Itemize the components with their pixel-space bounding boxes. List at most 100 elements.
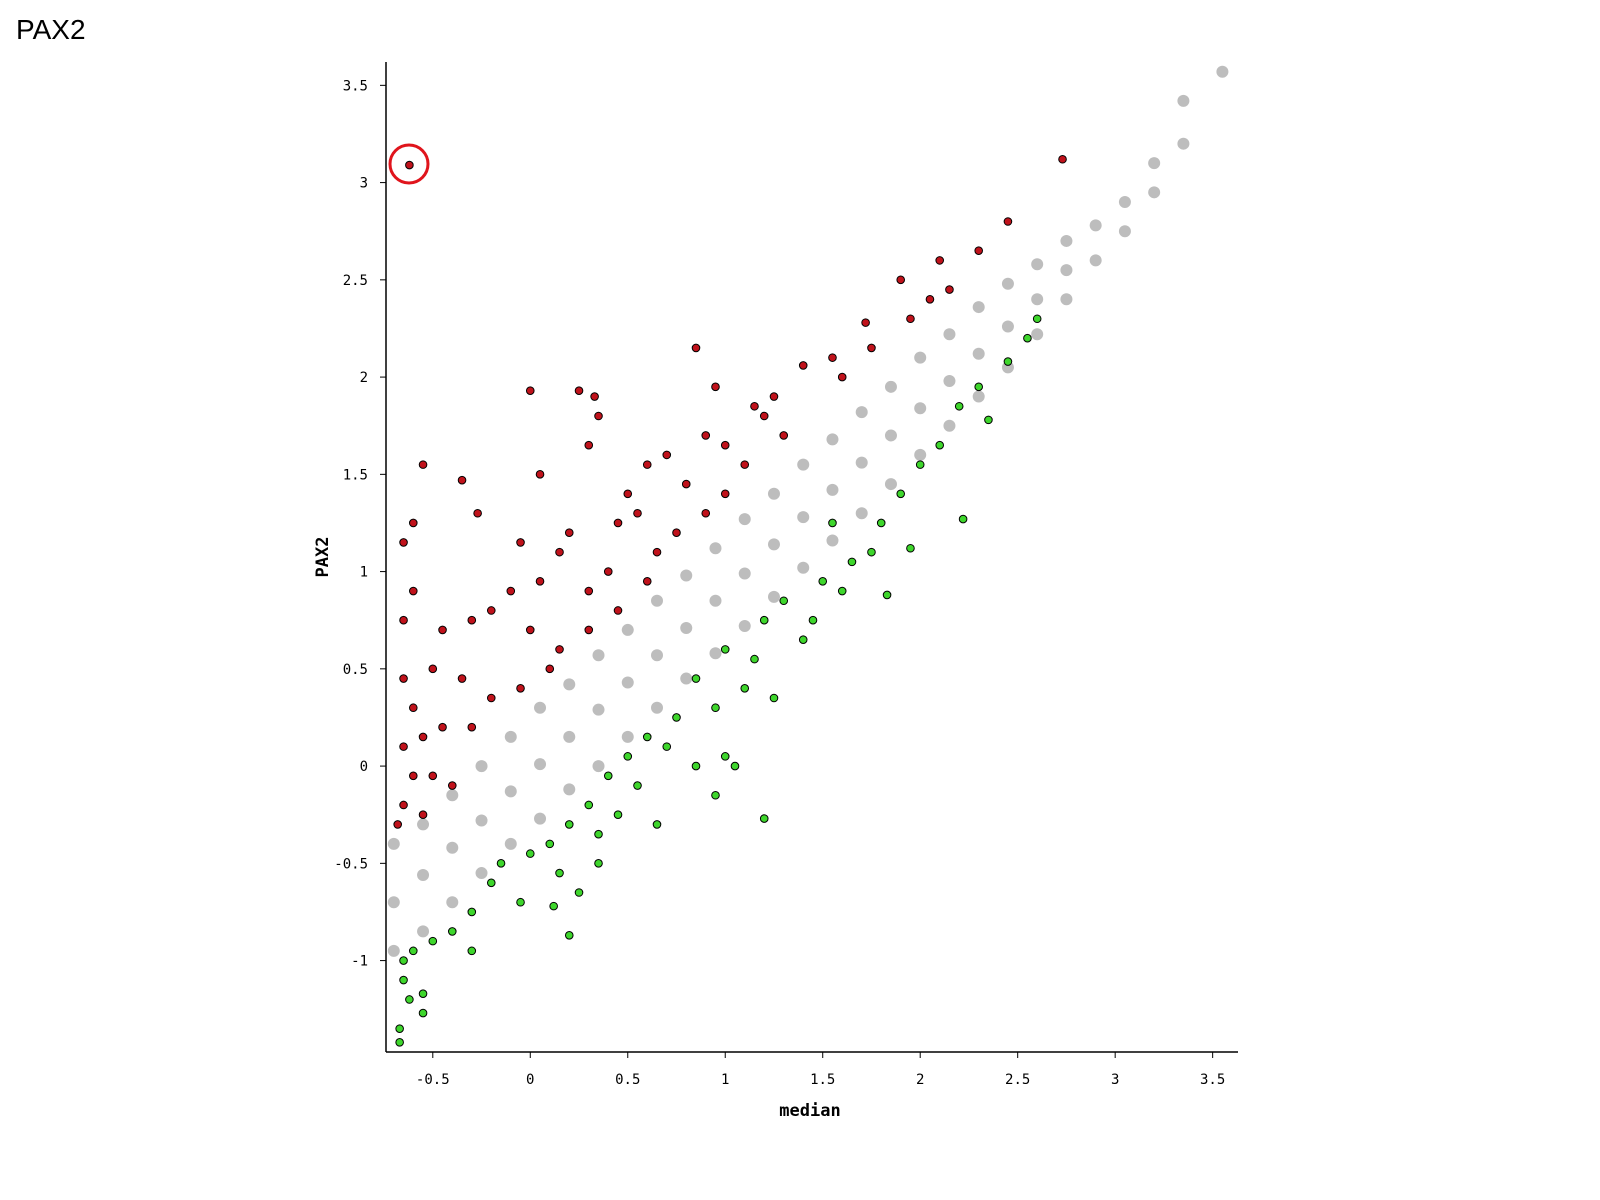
point	[769, 693, 779, 703]
point	[876, 518, 886, 528]
point	[594, 829, 603, 839]
y-tick-label: 0.5	[343, 662, 368, 678]
x-tick-label: 3.5	[1200, 1072, 1225, 1088]
x-tick-label: 0.5	[615, 1072, 640, 1088]
point	[504, 785, 517, 798]
point	[1031, 258, 1044, 271]
point	[457, 674, 467, 683]
y-axis-label: PAX2	[313, 537, 333, 578]
point	[428, 664, 438, 674]
point	[399, 800, 408, 810]
point	[759, 615, 769, 625]
point	[972, 301, 985, 314]
point	[594, 859, 603, 868]
point	[467, 615, 477, 625]
point	[387, 837, 400, 850]
point	[590, 392, 599, 401]
point	[709, 647, 722, 660]
point	[867, 547, 876, 557]
point	[504, 837, 517, 850]
point	[564, 820, 574, 829]
point	[408, 703, 418, 713]
x-tick-label: 1.5	[810, 1072, 835, 1088]
point	[861, 318, 870, 327]
point	[828, 353, 837, 362]
point	[855, 406, 868, 419]
point	[797, 561, 810, 574]
point	[395, 1037, 404, 1047]
point	[395, 1024, 404, 1033]
point	[417, 925, 430, 938]
point	[555, 547, 564, 557]
point	[393, 820, 402, 829]
point	[720, 489, 730, 499]
point	[914, 351, 927, 364]
x-tick-label: 2	[916, 1072, 924, 1088]
point	[925, 294, 935, 304]
point	[680, 569, 693, 582]
point	[797, 458, 810, 471]
point	[428, 936, 438, 946]
point	[906, 314, 915, 324]
point	[837, 586, 847, 596]
point	[584, 586, 594, 596]
point	[525, 386, 535, 396]
point	[574, 888, 584, 897]
point	[651, 701, 664, 714]
point	[564, 528, 574, 537]
point	[972, 390, 985, 403]
point	[798, 361, 808, 370]
point	[418, 732, 428, 742]
point	[769, 392, 779, 401]
point	[672, 713, 681, 722]
point	[545, 664, 555, 674]
point	[701, 508, 711, 518]
point	[457, 475, 467, 485]
point	[662, 742, 672, 751]
point	[672, 528, 681, 537]
point	[534, 701, 547, 714]
point	[818, 577, 828, 586]
point	[584, 625, 594, 635]
point	[594, 411, 603, 421]
point	[535, 577, 545, 586]
point	[467, 946, 477, 956]
point	[633, 781, 642, 790]
point	[915, 460, 925, 469]
point	[738, 620, 751, 633]
point	[958, 514, 968, 524]
point	[1118, 225, 1131, 238]
point	[592, 703, 605, 716]
point	[584, 440, 594, 450]
point	[974, 382, 983, 392]
plot-area	[387, 65, 1229, 1047]
point	[779, 596, 789, 606]
point	[711, 382, 720, 392]
point	[896, 489, 906, 499]
point	[1023, 333, 1032, 343]
point	[1031, 293, 1044, 306]
point	[417, 818, 430, 831]
point	[642, 460, 652, 469]
point	[709, 542, 722, 555]
point	[486, 693, 496, 703]
point	[399, 742, 408, 751]
point	[826, 534, 839, 547]
point	[405, 160, 414, 170]
point	[564, 931, 574, 940]
point	[767, 487, 780, 500]
point	[584, 800, 594, 810]
point	[525, 849, 535, 858]
x-tick-label: 3	[1111, 1072, 1119, 1088]
point	[418, 1008, 428, 1018]
point	[417, 869, 430, 882]
point	[405, 995, 414, 1004]
point	[516, 683, 525, 693]
point	[506, 586, 516, 596]
point	[446, 896, 459, 909]
point	[884, 478, 897, 491]
point	[1003, 357, 1013, 366]
point	[1148, 186, 1161, 199]
point	[408, 586, 418, 596]
